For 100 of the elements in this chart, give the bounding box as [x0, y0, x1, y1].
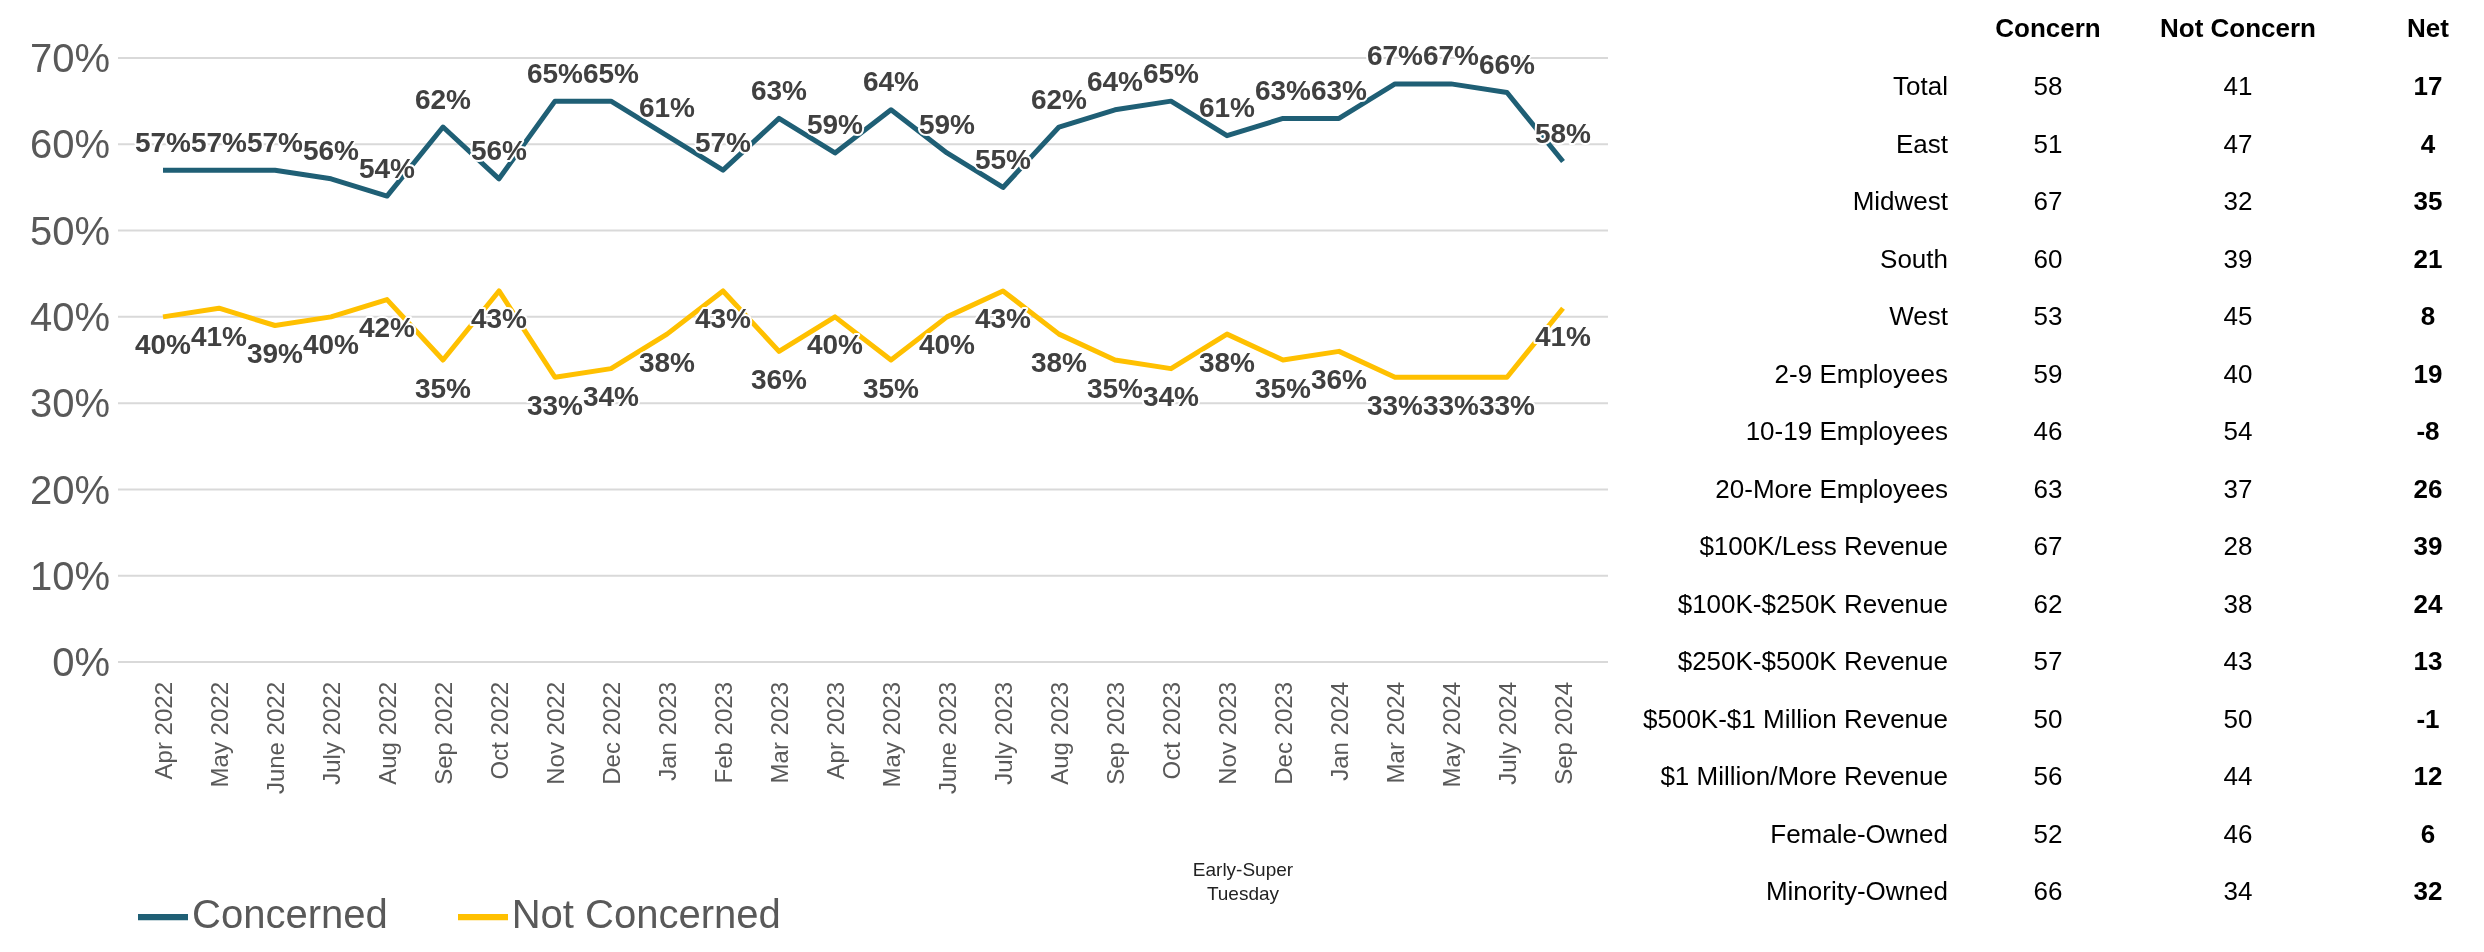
data-label: 35%	[1086, 372, 1144, 404]
data-label: 56%	[302, 135, 360, 167]
x-tick-label: Jan 2024	[1325, 682, 1353, 781]
data-label: 46	[2223, 818, 2253, 849]
data-label: 41%	[190, 320, 248, 352]
data-label: 43%	[974, 303, 1032, 335]
data-label: 34%	[582, 381, 640, 413]
x-tick-label: June 2022	[261, 682, 289, 795]
y-tick-label: 60%	[29, 122, 110, 167]
data-label: 65%	[582, 57, 640, 89]
data-label: 17	[2413, 71, 2443, 101]
x-tick-label: July 2022	[317, 682, 345, 785]
data-label: 39%	[246, 337, 304, 369]
category-label: East	[1895, 128, 1949, 159]
text: Not Concern	[2160, 13, 2316, 43]
data-label: 66%	[1478, 49, 1536, 81]
data-label: 40	[2223, 358, 2253, 389]
x-tick-label: Feb 2023	[709, 682, 737, 784]
x-tick-label: May 2024	[1437, 682, 1465, 788]
data-label: 24	[2413, 588, 2443, 619]
data-label: 67%	[1422, 40, 1480, 72]
category-label: $1 Million/More Revenue	[1660, 761, 1948, 791]
data-label: 59	[2033, 358, 2063, 389]
data-label: -1	[2416, 703, 2440, 734]
data-label: 59%	[918, 109, 976, 141]
x-tick-label: Sep 2022	[429, 682, 457, 785]
text: Concern	[1995, 13, 2101, 43]
category-label: Midwest	[1852, 186, 1949, 216]
data-label: 38	[2223, 588, 2253, 619]
data-label: 6	[2420, 818, 2436, 849]
data-label: 33%	[1422, 389, 1480, 421]
data-label: 33%	[526, 389, 584, 421]
legend-label: Not Concerned	[511, 892, 781, 936]
data-label: 62%	[1030, 83, 1088, 115]
data-label: 35%	[862, 372, 920, 404]
x-tick-label: Oct 2023	[1157, 682, 1185, 780]
category-label: West	[1889, 301, 1949, 331]
x-tick-label: May 2023	[877, 682, 905, 788]
data-label: 13	[2413, 646, 2443, 676]
x-tick-label: Dec 2023	[1269, 682, 1297, 785]
y-tick-label: 30%	[29, 381, 110, 426]
data-label: 53	[2033, 301, 2063, 331]
data-label: 38%	[638, 346, 696, 378]
data-label: 66	[2033, 876, 2063, 906]
text: Net	[2407, 13, 2450, 43]
data-label: 45	[2223, 301, 2253, 331]
text: Early-Super Tuesday	[1191, 858, 1295, 906]
data-label: 21	[2413, 243, 2443, 274]
x-tick-label: Nov 2022	[541, 682, 569, 785]
data-label: 4	[2420, 128, 2436, 159]
data-label: 67	[2033, 531, 2063, 561]
x-tick-label: May 2022	[205, 682, 233, 788]
data-label: 38%	[1030, 346, 1088, 378]
data-label: 40%	[806, 329, 864, 361]
data-label: 43%	[694, 303, 752, 335]
x-tick-label: Sep 2023	[1101, 682, 1129, 785]
legend-label: Concerned	[192, 892, 388, 936]
category-label: 20-More Employees	[1715, 473, 1948, 504]
data-label: 41	[2223, 71, 2253, 101]
x-tick-label: Oct 2022	[485, 682, 513, 780]
data-label: 57%	[190, 126, 248, 158]
x-tick-label: Nov 2023	[1213, 682, 1241, 785]
data-label: 44	[2223, 761, 2253, 791]
data-label: 63%	[1310, 74, 1368, 106]
data-label: 39	[2223, 243, 2253, 274]
data-label: 39	[2413, 531, 2443, 561]
category-label: $250K-$500K Revenue	[1677, 646, 1948, 676]
data-label: 47	[2223, 128, 2253, 159]
category-label: $500K-$1 Million Revenue	[1643, 703, 1948, 734]
data-label: 62	[2033, 588, 2063, 619]
data-label: 60	[2033, 243, 2063, 274]
x-tick-label: Aug 2023	[1045, 682, 1073, 785]
data-label: 57	[2033, 646, 2063, 676]
category-label: South	[1880, 243, 1948, 274]
category-label: 10-19 Employees	[1745, 416, 1948, 446]
data-label: 36%	[1310, 363, 1368, 395]
data-label: 59%	[806, 109, 864, 141]
x-tick-label: Mar 2023	[765, 682, 793, 784]
x-tick-label: Apr 2023	[821, 682, 849, 780]
y-tick-label: 40%	[29, 295, 110, 340]
y-tick-label: 70%	[29, 36, 110, 81]
data-label: 32	[2413, 876, 2443, 906]
data-label: 64%	[862, 66, 920, 98]
y-tick-label: 10%	[29, 553, 110, 598]
data-label: 33%	[1478, 389, 1536, 421]
data-label: 28	[2223, 531, 2253, 561]
category-label: $100K-$250K Revenue	[1677, 588, 1948, 619]
data-label: 36%	[750, 363, 808, 395]
data-label: 35	[2413, 186, 2443, 216]
data-label: 65%	[1142, 57, 1200, 89]
x-tick-label: Aug 2022	[373, 682, 401, 785]
x-tick-label: July 2024	[1493, 682, 1521, 785]
data-label: 40%	[302, 329, 360, 361]
y-tick-label: 20%	[29, 467, 110, 512]
data-label: 33%	[1366, 389, 1424, 421]
data-label: 54	[2223, 416, 2253, 446]
x-tick-label: July 2023	[989, 682, 1017, 785]
data-label: 63%	[750, 74, 808, 106]
data-label: 67	[2033, 186, 2063, 216]
data-label: 58	[2033, 71, 2063, 101]
